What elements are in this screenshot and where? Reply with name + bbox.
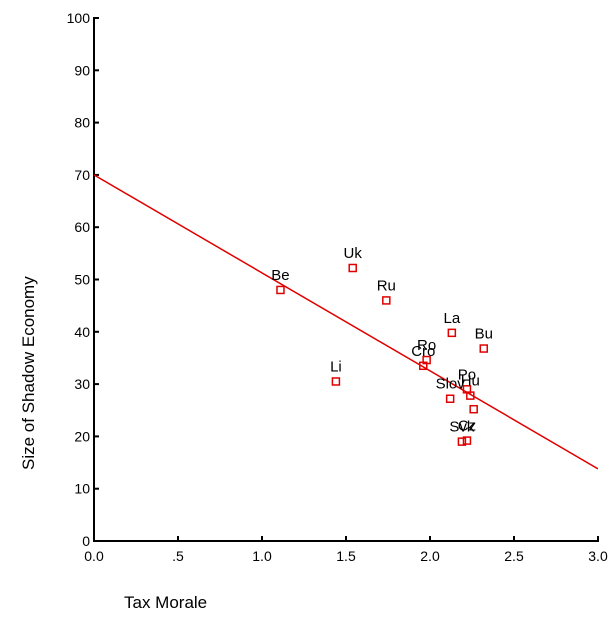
data-point-marker bbox=[276, 285, 285, 295]
data-point-marker bbox=[348, 263, 357, 273]
data-point-label: Uk bbox=[344, 245, 363, 262]
data-point-label: La bbox=[443, 310, 460, 327]
data-point-label: Svk bbox=[449, 419, 475, 436]
data-point-marker bbox=[419, 361, 428, 371]
y-tick-label: 20 bbox=[74, 428, 90, 444]
data-point-marker bbox=[479, 344, 489, 353]
y-tick-label: 90 bbox=[74, 62, 90, 78]
data-point-label: Ro bbox=[417, 337, 436, 354]
y-tick-label: 30 bbox=[74, 376, 90, 392]
y-axis-title: Size of Shadow Economy bbox=[19, 276, 38, 470]
data-point-marker bbox=[382, 296, 391, 305]
data-point-marker bbox=[462, 436, 472, 445]
data-point-marker bbox=[445, 394, 455, 403]
y-tick-label: 100 bbox=[67, 10, 91, 26]
data-point-marker bbox=[469, 404, 478, 414]
y-tick-label: 70 bbox=[74, 167, 90, 183]
data-point-label: Li bbox=[330, 358, 342, 375]
y-tick-label: 80 bbox=[74, 115, 90, 131]
data-point-label: Cro bbox=[411, 343, 435, 360]
x-axis-title: Tax Morale bbox=[124, 593, 207, 612]
x-tick-label: 2.0 bbox=[420, 548, 440, 564]
data-point-marker bbox=[447, 328, 457, 338]
data-point-label: Hu bbox=[461, 373, 480, 390]
y-tick-label: 10 bbox=[74, 481, 90, 497]
data-point-label: Be bbox=[271, 267, 289, 284]
data-point-label: Cz bbox=[458, 418, 476, 435]
regression-line bbox=[94, 174, 598, 470]
data-point-label: Ru bbox=[377, 277, 396, 294]
x-tick-label: 2.5 bbox=[504, 548, 524, 564]
data-point-marker bbox=[466, 391, 475, 400]
y-tick-label: 60 bbox=[74, 219, 90, 235]
y-tick-label: 0 bbox=[82, 533, 90, 549]
y-tick-label: 40 bbox=[74, 324, 90, 340]
x-tick-label: 1.5 bbox=[336, 548, 356, 564]
data-point-label: Po bbox=[458, 366, 476, 383]
y-tick-label: 50 bbox=[74, 272, 90, 288]
x-tick-label: 1.0 bbox=[252, 548, 272, 564]
x-tick-label: 0.0 bbox=[84, 548, 104, 564]
x-tick-label: 3.0 bbox=[588, 548, 608, 564]
data-point-label: Bu bbox=[475, 326, 493, 343]
x-tick-label: .5 bbox=[172, 548, 184, 564]
data-point-label: Slov bbox=[436, 376, 466, 393]
data-point-marker bbox=[331, 377, 341, 386]
data-point-marker bbox=[457, 437, 467, 446]
